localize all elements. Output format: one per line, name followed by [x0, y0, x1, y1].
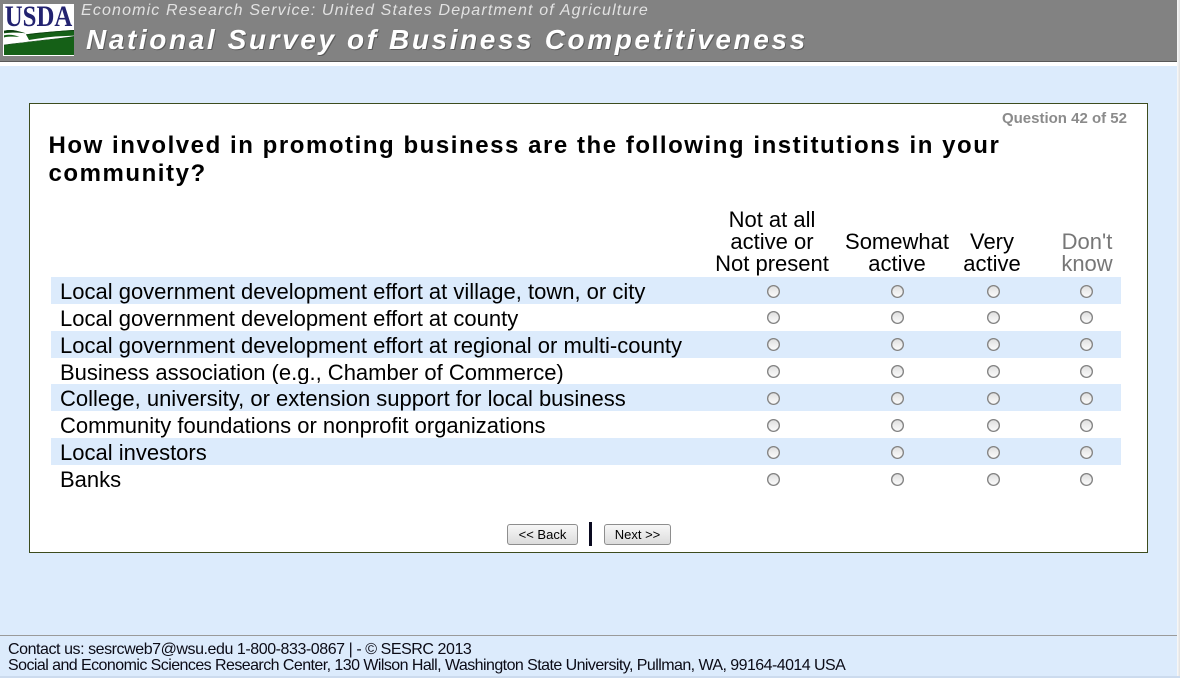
svg-text:USDA: USDA: [5, 4, 73, 33]
